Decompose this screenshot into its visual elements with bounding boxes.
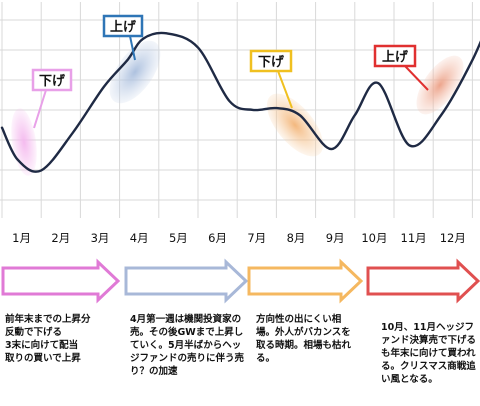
period-note: 10月、11月ヘッジファンド決算売で下げるも年末に向けて買われる。クリスマス商戦… [381, 322, 477, 385]
callout-label: 下げ [39, 73, 66, 89]
callout-pointer [129, 35, 136, 61]
callout-label: 上げ [382, 49, 409, 65]
month-tick-label: 8月 [287, 231, 306, 245]
highlight-aug-dip [266, 93, 324, 157]
period-arrow [247, 258, 364, 304]
callout-box [31, 68, 73, 92]
period-note: 4月第一週は機関投資家の売。その後GWまで上昇していく。5月半ばからヘッジファン… [130, 314, 245, 377]
period-arrow [1, 258, 121, 304]
highlight-dec-rise [416, 55, 464, 115]
month-tick-label: 3月 [91, 231, 110, 245]
period-note: 前年末までの上昇分 反動で下げる 3末に向けて配当 取りの買いで上昇 [5, 314, 91, 364]
highlight-apr-rise [109, 40, 161, 104]
month-tick-label: 6月 [208, 231, 227, 245]
callout-label: 下げ [258, 54, 285, 70]
callout-box [373, 44, 417, 68]
month-tick-label: 12月 [440, 231, 466, 245]
month-tick-label: 1月 [12, 231, 31, 245]
period-note: 方向性の出にくい相場。外人がバカンスを取る時期。相場も枯れる。 [256, 314, 352, 364]
month-tick-label: 9月 [326, 231, 345, 245]
callout-label: 上げ [110, 19, 137, 35]
month-tick-label: 11月 [401, 231, 427, 245]
month-tick-label: 4月 [130, 231, 149, 245]
month-tick-label: 7月 [247, 231, 266, 245]
callout-pointer [277, 70, 293, 109]
callout-box [249, 49, 293, 73]
month-tick-label: 5月 [169, 231, 188, 245]
trend-line [0, 31, 480, 173]
callout-box [102, 14, 144, 38]
period-arrow [124, 258, 249, 304]
month-tick-label: 2月 [51, 231, 70, 245]
month-tick-label: 10月 [361, 231, 387, 245]
callout-pointer [404, 65, 429, 91]
callout-pointer [33, 89, 47, 129]
period-arrow [366, 258, 480, 304]
